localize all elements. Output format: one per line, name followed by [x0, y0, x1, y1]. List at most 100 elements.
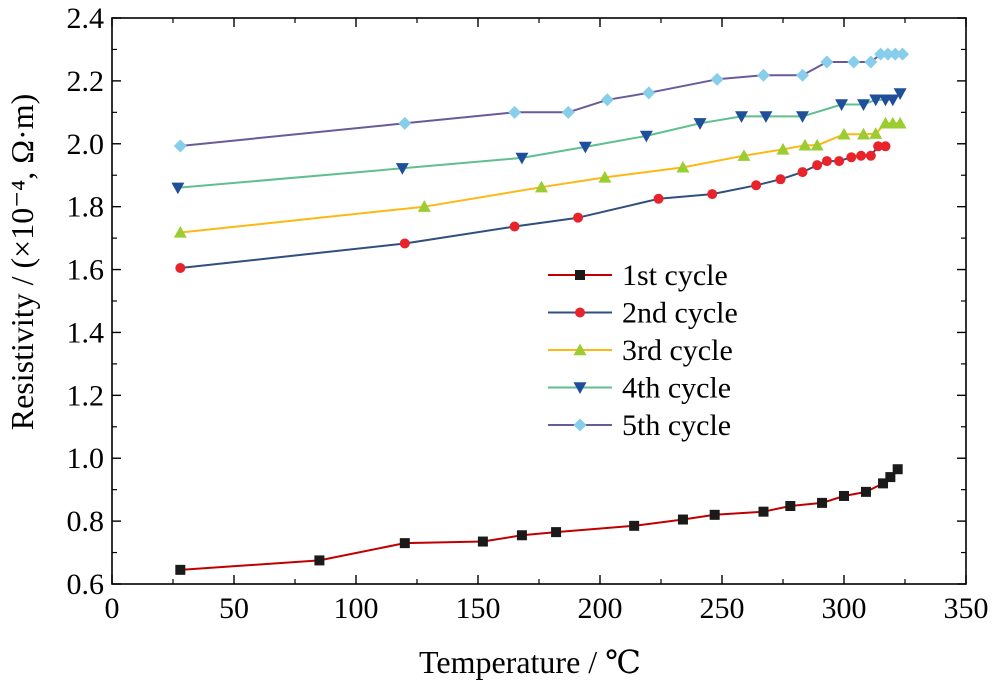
- legend-item: 5th cycle: [548, 409, 731, 442]
- data-point: [642, 86, 656, 100]
- data-point: [874, 47, 888, 61]
- series-line: [180, 145, 886, 269]
- legend-label: 4th cycle: [622, 372, 731, 405]
- data-point: [878, 478, 889, 489]
- axes: 0 50 100 150 200 250 300 350 0.6 0.8 1.0 1.2 1.4 1.6 1…: [67, 2, 989, 625]
- series-line: [180, 468, 899, 571]
- data-point: [693, 118, 707, 130]
- data-point: [892, 464, 903, 475]
- data-point: [798, 138, 812, 151]
- data-point: [888, 47, 902, 61]
- data-point: [885, 472, 896, 483]
- data-point: [758, 506, 769, 517]
- x-axis-title: Temperature / ℃: [419, 644, 641, 680]
- data-point: [785, 501, 796, 512]
- data-point: [508, 105, 522, 119]
- data-point: [751, 180, 762, 191]
- y-tick-label: 2.0: [67, 128, 105, 161]
- data-point: [737, 149, 751, 161]
- data-point: [395, 163, 409, 175]
- series-1: [175, 464, 903, 575]
- data-point: [399, 238, 410, 249]
- data-point: [600, 93, 614, 107]
- data-point: [820, 55, 834, 69]
- data-point: [886, 94, 900, 107]
- legend-item: 3rd cycle: [548, 334, 733, 367]
- data-point: [516, 530, 527, 541]
- data-point: [756, 68, 770, 82]
- data-point: [534, 180, 548, 193]
- data-point: [837, 127, 851, 140]
- data-point: [759, 111, 773, 123]
- data-point: [873, 141, 884, 152]
- data-point: [709, 509, 720, 520]
- legend-label: 3rd cycle: [622, 334, 733, 367]
- data-point: [869, 127, 883, 139]
- y-tick-label: 0.6: [67, 568, 105, 601]
- data-point: [399, 538, 410, 549]
- series-4: [171, 88, 907, 195]
- series-2: [175, 141, 891, 273]
- y-tick-label: 2.2: [67, 65, 105, 98]
- y-tick-label: 0.8: [67, 505, 105, 538]
- data-point: [477, 536, 488, 547]
- data-point: [839, 490, 849, 501]
- data-point: [893, 88, 907, 100]
- data-point: [551, 527, 562, 538]
- x-tick-label: 250: [700, 592, 745, 625]
- data-point: [735, 111, 749, 123]
- data-point: [896, 47, 910, 61]
- data-point: [639, 130, 653, 143]
- legend-item: 1st cycle: [548, 259, 728, 292]
- data-point: [776, 142, 790, 155]
- series-line: [177, 92, 901, 189]
- data-point: [846, 152, 857, 163]
- data-point: [653, 193, 664, 204]
- data-point: [796, 111, 810, 123]
- x-tick-label: 150: [456, 592, 501, 625]
- data-point: [515, 152, 529, 165]
- data-point: [857, 127, 871, 140]
- legend-label: 5th cycle: [622, 409, 731, 442]
- legend-marker: [575, 307, 585, 318]
- data-point: [817, 497, 828, 508]
- data-point: [398, 116, 412, 130]
- data-point: [598, 170, 612, 183]
- data-point: [417, 200, 431, 212]
- data-point: [864, 55, 878, 69]
- x-tick-label: 100: [334, 592, 379, 625]
- data-point: [865, 150, 876, 161]
- legend-marker: [573, 418, 587, 432]
- y-tick-label: 1.8: [67, 191, 105, 224]
- data-point: [796, 68, 810, 82]
- series-3: [173, 116, 907, 238]
- data-point: [810, 138, 824, 151]
- y-tick-label: 1.0: [67, 442, 105, 475]
- data-point: [173, 225, 187, 238]
- data-point: [175, 564, 186, 575]
- data-point: [821, 156, 832, 167]
- legend-label: 2nd cycle: [622, 297, 738, 330]
- data-point: [710, 72, 724, 86]
- legend-marker: [575, 270, 585, 280]
- legend-item: 4th cycle: [548, 372, 731, 405]
- x-tick-label: 350: [944, 592, 989, 625]
- data-point: [677, 514, 688, 525]
- x-tick-label: 0: [105, 592, 120, 625]
- x-tick-label: 200: [578, 592, 623, 625]
- data-point: [561, 105, 575, 119]
- data-point: [797, 167, 808, 178]
- data-point: [856, 150, 867, 161]
- legend-marker: [573, 382, 587, 394]
- data-point: [175, 262, 186, 273]
- legend-label: 1st cycle: [622, 259, 728, 292]
- data-point: [881, 47, 895, 61]
- data-point: [707, 189, 718, 200]
- x-tick-label: 300: [822, 592, 867, 625]
- data-point: [676, 160, 690, 173]
- y-tick-label: 1.4: [67, 316, 105, 349]
- y-tick-label: 2.4: [67, 2, 105, 35]
- data-point: [509, 221, 520, 232]
- legend: 1st cycle 2nd cycle 3rd cycle 4th cycle 5th …: [548, 259, 738, 442]
- series-5: [173, 47, 910, 153]
